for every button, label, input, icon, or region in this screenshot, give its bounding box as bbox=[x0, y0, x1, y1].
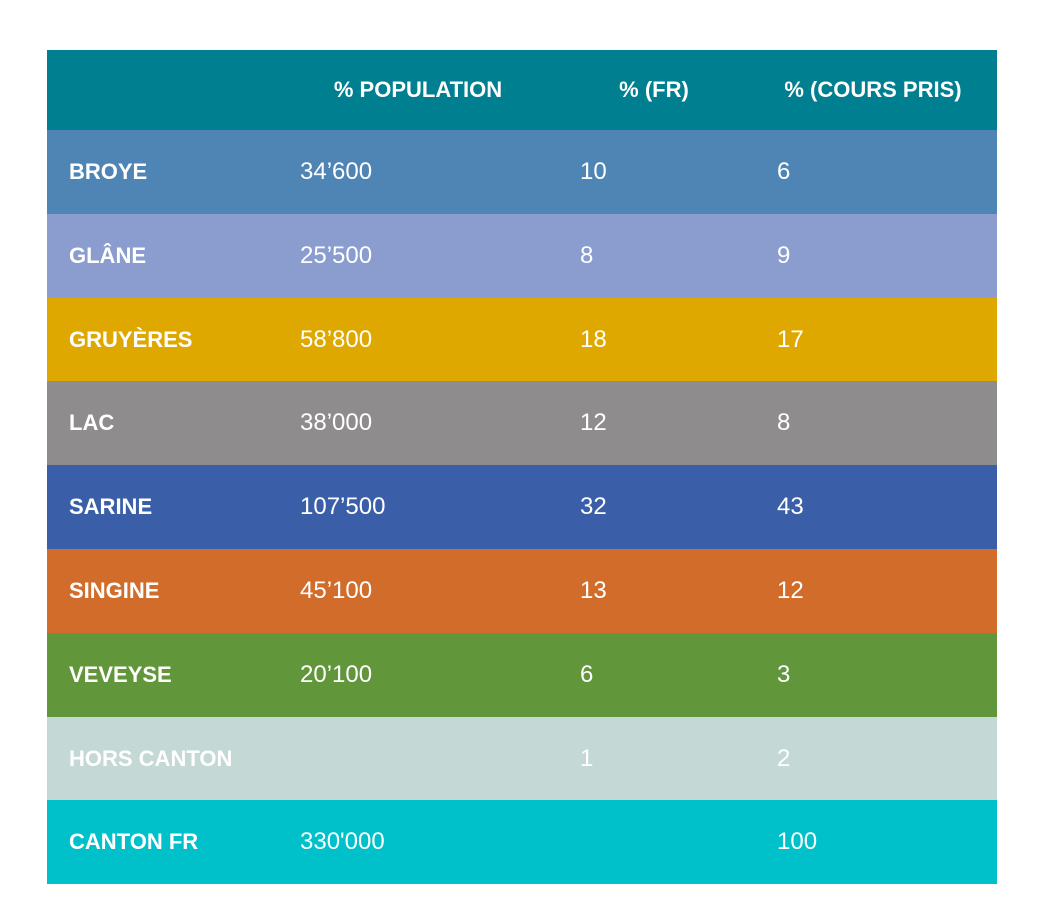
table-row: SARINE 107’500 32 43 bbox=[47, 465, 997, 549]
table-row: VEVEYSE 20’100 6 3 bbox=[47, 632, 997, 717]
population-cell: 38’000 bbox=[300, 409, 373, 437]
table-row: GLÂNE 25’500 8 9 bbox=[47, 213, 997, 298]
fr-cell: 12 bbox=[580, 409, 607, 437]
row-label: BROYE bbox=[69, 159, 148, 184]
row-label: CANTON FR bbox=[69, 829, 199, 855]
table-row: HORS CANTON 1 2 bbox=[47, 716, 997, 801]
row-label: HORS CANTON bbox=[69, 745, 233, 771]
population-cell: 25’500 bbox=[300, 241, 373, 269]
cours-pris-cell: 12 bbox=[777, 576, 804, 604]
table-row: GRUYÈRES 58’800 18 17 bbox=[47, 297, 997, 382]
cours-pris-cell: 3 bbox=[777, 660, 791, 688]
population-cell: 330'000 bbox=[300, 828, 385, 856]
population-cell: 107’500 bbox=[300, 493, 386, 521]
row-label: GRUYÈRES bbox=[69, 326, 193, 352]
cours-pris-cell: 2 bbox=[777, 744, 791, 772]
fr-cell: 32 bbox=[580, 493, 607, 521]
row-label: VEVEYSE bbox=[69, 661, 172, 687]
cours-pris-cell: 9 bbox=[777, 241, 791, 269]
population-cell: 45’100 bbox=[300, 576, 373, 604]
row-label: SINGINE bbox=[69, 577, 160, 603]
header-cours-pris: % (COURS PRIS) bbox=[784, 77, 962, 102]
cours-pris-cell: 6 bbox=[777, 158, 791, 185]
cours-pris-cell: 8 bbox=[777, 409, 791, 437]
row-label: LAC bbox=[69, 410, 115, 436]
header-population: % POPULATION bbox=[333, 77, 503, 102]
table-row: SINGINE 45’100 13 12 bbox=[47, 548, 997, 633]
table-row: LAC 38’000 12 8 bbox=[47, 381, 997, 466]
fr-cell: 6 bbox=[580, 660, 594, 688]
population-cell: 58’800 bbox=[300, 325, 373, 353]
cours-pris-cell: 100 bbox=[777, 828, 818, 856]
table-row: CANTON FR 330'000 100 bbox=[47, 800, 997, 885]
fr-cell: 10 bbox=[580, 158, 607, 185]
fr-cell: 18 bbox=[580, 325, 607, 353]
table-row: BROYE 34’600 10 6 bbox=[47, 130, 997, 214]
fr-cell: 8 bbox=[580, 241, 594, 269]
district-table: % POPULATION % (FR) % (COURS PRIS) BROYE… bbox=[47, 50, 997, 885]
population-cell: 34’600 bbox=[300, 158, 373, 185]
population-cell: 20’100 bbox=[300, 660, 373, 688]
header-fr: % (FR) bbox=[619, 77, 689, 102]
fr-cell: 13 bbox=[580, 576, 607, 604]
table-header: % POPULATION % (FR) % (COURS PRIS) bbox=[47, 50, 997, 130]
row-label: SARINE bbox=[69, 494, 153, 520]
row-label: GLÂNE bbox=[69, 242, 146, 268]
fr-cell: 1 bbox=[580, 744, 594, 772]
cours-pris-cell: 17 bbox=[777, 325, 804, 353]
cours-pris-cell: 43 bbox=[777, 493, 804, 521]
